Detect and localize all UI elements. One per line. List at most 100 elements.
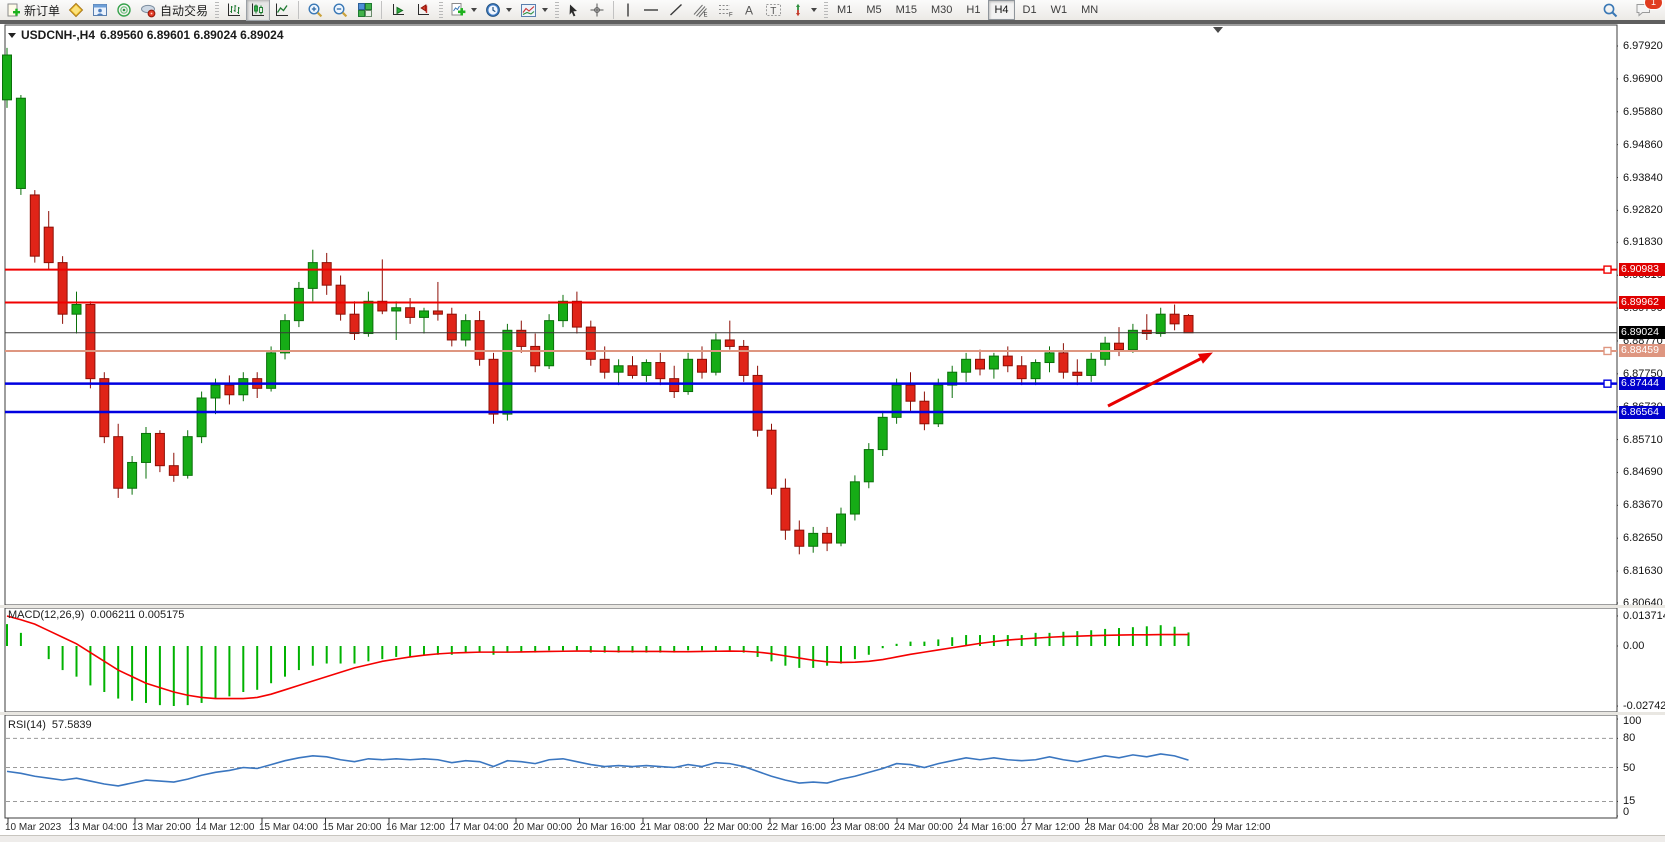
- auto-scroll-button[interactable]: [386, 0, 411, 21]
- price-level-tag: 6.87444: [1619, 377, 1665, 391]
- level-line-handle[interactable]: [1603, 379, 1612, 388]
- timeframe-button-m30[interactable]: M30: [931, 4, 953, 16]
- autotrading-button[interactable]: 自动交易: [136, 0, 212, 21]
- annotation-arrow[interactable]: [1107, 355, 1205, 408]
- timeframe-button-w1[interactable]: W1: [1050, 4, 1068, 16]
- zoom-out-icon: [333, 2, 348, 17]
- candle: [224, 384, 235, 396]
- candle: [1016, 365, 1027, 380]
- status-bar: [0, 835, 1665, 842]
- candlestick-chart-button[interactable]: [246, 0, 271, 21]
- candle: [363, 300, 374, 335]
- autotrading-label: 自动交易: [160, 3, 209, 18]
- macd-indicator-label: MACD(12,26,9) 0.006211 0.005175: [8, 609, 184, 621]
- window-user-icon: [93, 4, 108, 16]
- time-label: 21 Mar 08:00: [640, 822, 699, 833]
- equidistant-channel-tool-button[interactable]: E: [688, 0, 713, 21]
- candle: [307, 262, 318, 289]
- level-line-handle[interactable]: [1603, 265, 1612, 274]
- cursor-tool-button[interactable]: [562, 0, 585, 21]
- candle: [891, 384, 902, 418]
- candle: [1002, 355, 1013, 367]
- price-level-tag: 6.89962: [1619, 296, 1665, 310]
- timeframe-button-h4[interactable]: H4: [988, 0, 1015, 20]
- candle: [697, 358, 707, 373]
- candle: [849, 481, 860, 515]
- candle: [961, 358, 972, 373]
- notification-badge: 1: [1644, 0, 1663, 10]
- candle: [1114, 342, 1124, 351]
- price-tick-label: 6.93840: [1623, 171, 1663, 184]
- annotation-arrow-head[interactable]: [1197, 352, 1213, 364]
- time-label: 13 Mar 04:00: [68, 822, 128, 833]
- notifications-button[interactable]: 1: [1631, 0, 1663, 21]
- fibonacci-icon: F: [719, 5, 733, 18]
- candle: [446, 313, 457, 341]
- signals-button[interactable]: [112, 0, 136, 21]
- new-order-button[interactable]: 新订单: [2, 0, 64, 21]
- time-label: 28 Mar 04:00: [1084, 822, 1144, 833]
- candle: [266, 352, 277, 389]
- community-button[interactable]: [88, 0, 112, 21]
- candle: [530, 345, 541, 367]
- zoom-in-button[interactable]: [303, 0, 328, 21]
- rsi-name: RSI(14): [8, 719, 46, 731]
- templates-button[interactable]: [516, 0, 552, 21]
- timeframe-button-m5[interactable]: M5: [866, 4, 882, 16]
- candle: [752, 374, 763, 431]
- toolbar-grip: [439, 2, 444, 18]
- price-tick-label: 6.94860: [1623, 138, 1663, 151]
- candle: [613, 365, 624, 373]
- candle: [794, 529, 805, 547]
- candle: [141, 432, 151, 463]
- arrows-icon: [796, 3, 801, 17]
- level-line-handle[interactable]: [1603, 346, 1612, 356]
- time-label: 13 Mar 20:00: [132, 822, 191, 833]
- candle: [627, 365, 638, 376]
- main-toolbar: 新订单: [0, 0, 1665, 22]
- text-label-tool-button[interactable]: T: [761, 0, 786, 21]
- bar-chart-button[interactable]: [222, 0, 246, 21]
- candle: [1141, 329, 1152, 335]
- crosshair-tool-button[interactable]: [585, 0, 609, 21]
- macd-panel-splitter[interactable]: [0, 605, 1665, 608]
- price-tick-label: 6.91830: [1623, 236, 1663, 249]
- timeframe-button-m1[interactable]: M1: [837, 4, 853, 16]
- periods-button[interactable]: [481, 0, 516, 21]
- text-tool-button[interactable]: A: [738, 0, 761, 21]
- fibonacci-tool-button[interactable]: F: [713, 0, 738, 21]
- search-icon: [1603, 3, 1618, 17]
- chart-dropdown-icon[interactable]: [8, 32, 16, 38]
- horizontal-line-tool-button[interactable]: [638, 0, 664, 21]
- timeframe-button-m15[interactable]: M15: [895, 4, 917, 16]
- timeframe-group: M1 M5 M15 M30 H1 H4 D1 W1 MN: [831, 0, 1104, 20]
- line-chart-button[interactable]: [270, 0, 294, 21]
- candle: [988, 355, 999, 370]
- vertical-line-tool-button[interactable]: [618, 0, 638, 21]
- rsi-panel-splitter[interactable]: [0, 712, 1665, 715]
- search-button[interactable]: [1598, 0, 1623, 21]
- price-axis[interactable]: [1618, 24, 1665, 818]
- chart-shift-button[interactable]: [411, 0, 436, 21]
- candle: [1044, 352, 1055, 364]
- clock-icon: [486, 3, 500, 17]
- price-level-tag: 6.90983: [1619, 263, 1665, 277]
- market-watch-button[interactable]: [64, 0, 88, 21]
- chart-shift-marker[interactable]: [1213, 27, 1223, 33]
- candle: [877, 416, 888, 451]
- tile-windows-button[interactable]: [353, 0, 377, 21]
- timeframe-button-h1[interactable]: H1: [966, 4, 981, 16]
- candle: [335, 284, 346, 315]
- indicators-button[interactable]: [446, 0, 481, 21]
- candle: [710, 339, 721, 373]
- dropdown-caret-icon: [506, 8, 513, 12]
- candle: [85, 304, 96, 380]
- timeframe-button-d1[interactable]: D1: [1022, 4, 1037, 16]
- trendline-tool-button[interactable]: [664, 0, 688, 21]
- arrows-tool-button[interactable]: [786, 0, 821, 21]
- price-tick-label: 6.87750: [1623, 367, 1663, 380]
- timeframe-button-mn[interactable]: MN: [1081, 4, 1099, 16]
- zoom-out-button[interactable]: [328, 0, 353, 21]
- macd-signal-line: [6, 615, 1189, 700]
